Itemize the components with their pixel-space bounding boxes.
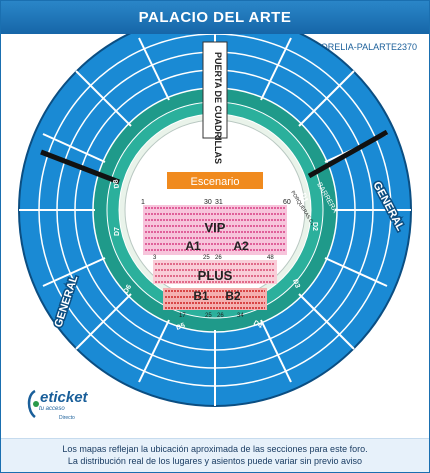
section-d1-label[interactable]: D1 — [299, 192, 309, 203]
disclaimer-line-2: La distribución real de los lugares y as… — [67, 456, 363, 466]
section-d6-label[interactable]: D6 — [123, 284, 134, 295]
map-code: MORELIA-PALARTE2370 — [313, 42, 417, 52]
plus-section[interactable] — [153, 260, 277, 284]
vip-seat-first: 1 — [141, 199, 145, 206]
b-seats-area[interactable] — [163, 288, 267, 310]
gate-cuadrillas — [202, 41, 228, 139]
stage — [167, 172, 263, 189]
stage-label: Escenario — [191, 176, 240, 188]
b-seat-mid2: 26 — [217, 313, 224, 319]
brand-tagline: tu acceso — [39, 406, 65, 412]
plus-seat-mid2: 26 — [215, 255, 222, 261]
brand-sub: Directo — [59, 415, 75, 421]
general-separator — [307, 129, 389, 179]
zone-vip-label: VIP — [205, 220, 226, 235]
general-separator — [40, 149, 120, 185]
gate-label: PUERTA DE CUADRILLAS — [213, 52, 223, 164]
vip-section[interactable] — [143, 205, 287, 255]
b-seat-first: 17 — [179, 313, 186, 319]
disclaimer-footer: Los mapas reflejan la ubicación aproxima… — [1, 438, 429, 472]
plus-seat-first: 3 — [153, 255, 157, 261]
zone-plus-label: PLUS — [198, 268, 233, 283]
section-dividers — [19, 34, 411, 406]
seating-map: PUERTA DE CUADRILLAS GENERAL GENERAL BAR… — [18, 34, 412, 407]
vip-seat-mid2: 31 — [215, 199, 223, 206]
vip-seat-last: 60 — [283, 199, 291, 206]
zone-b1-label: B1 — [193, 289, 209, 303]
zone-a1-label: A1 — [185, 239, 201, 253]
section-d3-label[interactable]: D3 — [291, 278, 301, 289]
brand-name: eticket — [40, 389, 88, 406]
section-d8-label[interactable]: D8 — [113, 179, 121, 189]
b-section[interactable] — [163, 288, 267, 310]
vip-seat-mid1: 30 — [204, 199, 212, 206]
section-d2-label[interactable]: D2 — [311, 222, 318, 231]
brand-mark-icon — [27, 389, 39, 418]
zone-b2-label: B2 — [225, 289, 241, 303]
page-title: PALACIO DEL ARTE — [1, 1, 429, 34]
zone-a2-label: A2 — [233, 239, 249, 253]
b-seat-last: 34 — [237, 313, 244, 319]
b-seat-mid1: 25 — [205, 313, 212, 319]
brand-logo: eticket tu acceso Directo — [25, 389, 105, 429]
section-d4-label[interactable]: D4 — [252, 320, 263, 331]
disclaimer-line-1: Los mapas reflejan la ubicación aproxima… — [62, 444, 368, 454]
plus-seat-last: 48 — [267, 255, 274, 261]
section-d7-label[interactable]: D7 — [114, 227, 121, 236]
plus-seat-mid1: 25 — [203, 255, 210, 261]
section-d5-label[interactable]: D5 — [175, 322, 186, 332]
